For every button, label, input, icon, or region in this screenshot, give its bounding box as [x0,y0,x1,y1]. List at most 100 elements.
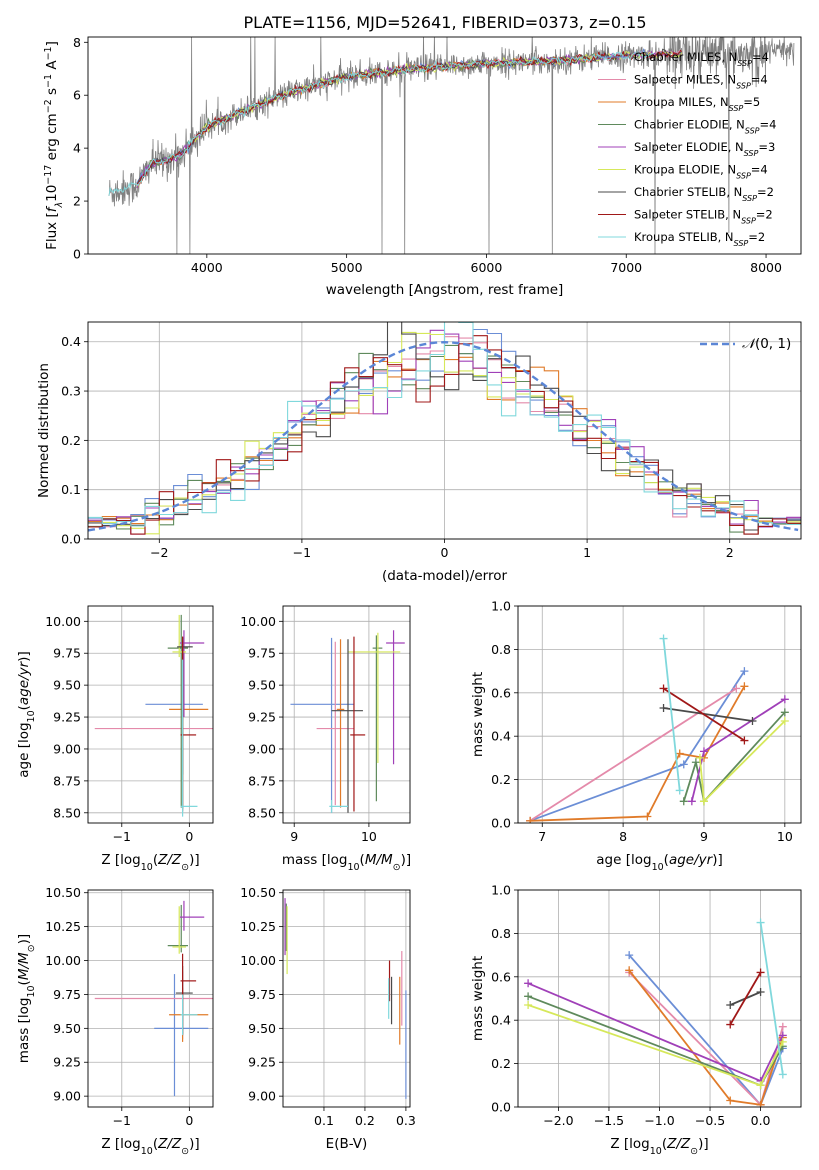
y-tick-label: 9.25 [53,710,81,725]
y-tick-label: 0.2 [491,772,511,787]
y-tick-label: 9.50 [248,678,276,693]
y-tick-label: 10.25 [45,919,81,934]
legend-label: Kroupa STELIB, NSSP=2 [634,230,765,248]
series-marker [524,992,533,1001]
y-tick-label: 0.0 [491,816,511,831]
series-marker [756,1081,765,1090]
series-line [628,969,784,1106]
data-spectrum-line [108,37,795,254]
plot-area [284,898,407,1099]
series-marker [524,979,533,988]
y-tick-label: 0.0 [61,532,81,547]
plot-area [526,634,789,823]
legend-label: Chabrier STELIB, NSSP=2 [634,185,774,203]
axes-frame [87,889,214,1108]
figure-title: PLATE=1156, MJD=52641, FIBERID=0373, z=0… [243,13,646,32]
series-marker [625,966,634,975]
y-tick-label: 0.1 [61,482,81,497]
y-tick-label: 9.75 [248,646,276,661]
y-tick-label: 1.0 [491,883,511,898]
series-marker [679,760,688,769]
x-axis-label: (data-model)/error [382,568,508,584]
y-tick-label: 8.75 [248,773,276,788]
panel-mass_vs_Z: −1 0 9.00 9.25 9.50 9.75 10.00 10.25 10.50 [45,885,214,1128]
plot-area [108,37,795,254]
x-tick-label: 10 [361,829,377,844]
y-tick-label: 9.25 [248,1055,276,1070]
y-tick-label: 0.4 [61,334,81,349]
series-marker [748,717,757,726]
y-tick-label: 2 [73,194,81,209]
x-axis-label: age [log10(age/yr)] [596,852,722,873]
y-tick-label: 0.8 [491,642,511,657]
y-tick-label: 0.8 [491,926,511,941]
y-tick-label: 10.00 [240,614,276,629]
series-marker [524,1001,533,1010]
y-tick-label: 9.00 [248,1089,276,1104]
y-tick-label: 0.4 [491,1013,511,1028]
x-axis-label: E(B-V) [326,1136,368,1152]
series-line [527,995,784,1087]
y-tick-label: 9.75 [53,646,81,661]
series-marker [756,918,765,927]
plot-area [94,614,213,817]
y-tick-label: 9.50 [53,1021,81,1036]
x-tick-label: 0.1 [314,1113,334,1128]
series-line [529,687,737,822]
y-tick-label: 8.75 [53,773,81,788]
x-tick-label: −1 [113,1113,131,1128]
series-marker [780,695,789,704]
axes-frame [517,605,802,824]
series-marker [778,1037,787,1046]
series-marker [780,717,789,726]
x-tick-label: 7000 [610,260,642,275]
x-tick-label: −1.0 [644,1113,674,1128]
y-tick-label: 0.3 [61,384,81,399]
x-tick-label: −0.5 [695,1113,725,1128]
y-axis-label: Normed distribution [36,363,52,498]
x-tick-label: 5000 [331,260,363,275]
series-line [663,687,745,742]
legend-label: Kroupa MILES, NSSP=5 [634,95,760,113]
panel-spectrum: 4000 5000 6000 7000 8000 0 2 4 6 8 [73,35,802,275]
series-marker [687,797,696,806]
panel-weight_vs_age: 7 8 9 10 0.0 0.2 0.4 0.6 0.8 1.0 [491,599,802,844]
series-marker [726,1096,735,1105]
axes-frame [87,605,214,824]
series-line [729,972,762,1025]
y-tick-label: 9.50 [53,678,81,693]
normal-curve [88,340,799,532]
y-tick-label: 6 [73,88,81,103]
legend-label: Salpeter MILES, NSSP=4 [634,73,768,91]
series-line [662,638,681,791]
y-tick-label: 0.2 [61,433,81,448]
model-spectrum-line [108,50,654,196]
legend-label: Chabrier MILES, NSSP=4 [634,50,769,68]
series-marker [659,634,668,643]
y-tick-label: 10.50 [45,885,81,900]
x-tick-label: −1 [293,545,311,560]
y-tick-label: 10.00 [240,953,276,968]
series-marker [778,1022,787,1031]
y-axis-label: mass [log10(M/M⊙)] [16,934,37,1063]
series-line [699,720,786,804]
y-tick-label: 9.75 [248,987,276,1002]
y-tick-label: 0.4 [491,729,511,744]
panel-residuals: −2 −1 0 1 2 0.0 0.1 0.2 0.3 0.4 [61,321,802,560]
y-tick-label: 0.0 [491,1100,511,1115]
plot-area [290,630,405,813]
plot-area [524,918,787,1107]
plot-area [88,322,801,535]
legend-label: Salpeter STELIB, NSSP=2 [634,208,773,226]
x-tick-label: 7 [538,829,546,844]
y-tick-label: 0.6 [491,685,511,700]
y-tick-label: 10.00 [45,614,81,629]
y-tick-label: 9.75 [53,987,81,1002]
series-marker [726,1001,735,1010]
histogram-step [88,335,801,535]
y-tick-label: 0 [73,247,81,262]
series-marker [643,812,652,821]
series-marker [756,968,765,977]
